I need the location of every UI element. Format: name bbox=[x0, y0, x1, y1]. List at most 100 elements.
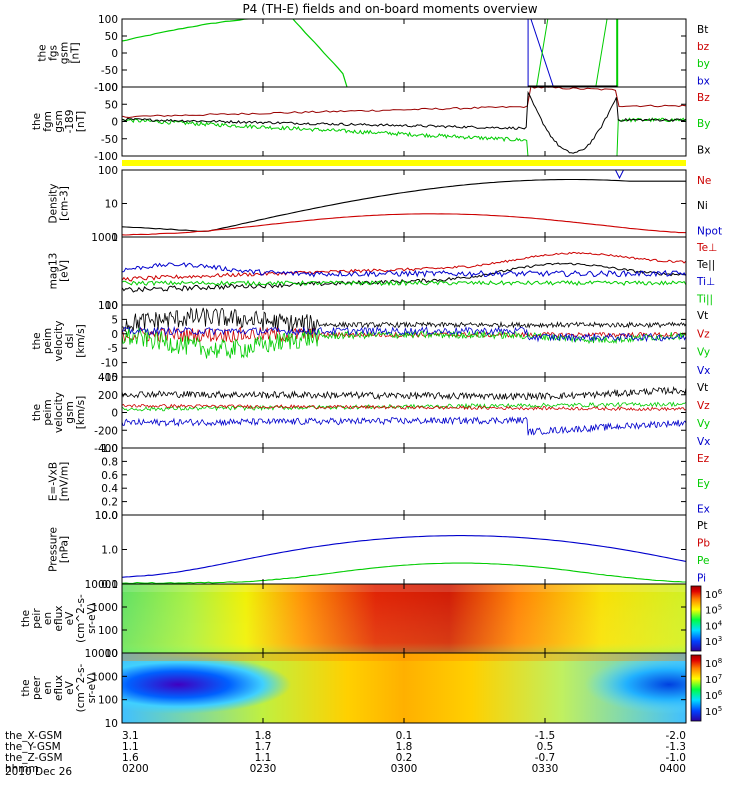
plot-area-pressure bbox=[122, 535, 686, 584]
legend-vel_gsm: Vx bbox=[697, 436, 710, 448]
ylabel-vel_gsm: peim bbox=[42, 399, 54, 425]
legend-fgs: Bt bbox=[697, 24, 708, 36]
ytick-pressure: 0.1 bbox=[101, 579, 118, 591]
ylabel-vel_gsm: the bbox=[31, 404, 43, 421]
colorbar-tick: 108 bbox=[705, 657, 722, 670]
ephemeris-value: 1.8 bbox=[396, 741, 413, 753]
legend-fgs: by bbox=[697, 58, 710, 70]
xtick-label: 0200 bbox=[122, 763, 149, 775]
legend-fgm: Bz bbox=[697, 92, 710, 104]
panel-el_spec: 10000 1000 100 10 the peer en eflux eV (cm^2-s-sr… bbox=[20, 648, 723, 730]
ylabel-ion_spec: the bbox=[20, 610, 32, 627]
ephemeris-value: -2.0 bbox=[666, 730, 687, 742]
colorbar-tick: 106 bbox=[705, 689, 723, 702]
ytick-el_spec: 10 bbox=[105, 718, 118, 730]
ylabel-fgm: fgm bbox=[42, 111, 54, 132]
xaxis-unit: hhmm bbox=[5, 763, 39, 775]
ylabel-pressure: [nPa] bbox=[59, 536, 71, 563]
legend-temp: Ti|| bbox=[696, 293, 713, 305]
ephemeris-name: the_Y-GSM bbox=[5, 741, 61, 753]
plot-area-vel_gsm bbox=[122, 386, 686, 436]
ytick-vel_gsm: -200 bbox=[94, 425, 118, 437]
panel-fgs: 100 50 0 -50 -100 the fgs gsm [nT] Bt bz by bx bbox=[37, 14, 710, 94]
ytick-fgs: 50 bbox=[105, 31, 118, 43]
ylabel-fgm: [nT] bbox=[75, 111, 87, 132]
colorbar-tick: 104 bbox=[705, 619, 723, 632]
ylabel-fgm: the bbox=[31, 113, 43, 130]
ylabel-fgm: -189 bbox=[64, 110, 76, 134]
series-vt bbox=[122, 306, 686, 334]
series-npot bbox=[615, 169, 624, 180]
series-ni bbox=[122, 178, 686, 232]
colorbar-tick: 106 bbox=[705, 588, 723, 601]
ytick-vel_gsm: 0 bbox=[111, 408, 118, 420]
ytick-density: 10 bbox=[105, 199, 118, 211]
legend-vel_dsl: Vx bbox=[697, 365, 710, 377]
mode-bar bbox=[122, 160, 686, 166]
legend-pressure: Pb bbox=[697, 537, 710, 549]
xtick-label: 0400 bbox=[659, 763, 686, 775]
ephemeris-value: 1.1 bbox=[122, 741, 139, 753]
ytick-fgm: -100 bbox=[94, 151, 118, 163]
ylabel-fgs: fgs bbox=[48, 45, 60, 61]
ytick-fgs: -100 bbox=[94, 82, 118, 94]
ylabel-ion_spec: (cm^2-s- bbox=[75, 594, 87, 643]
ytick-pressure: 10.0 bbox=[95, 510, 118, 522]
series-vz bbox=[122, 403, 686, 412]
ytick-vel_gsm: 200 bbox=[98, 390, 118, 402]
ytick-efield: 1.0 bbox=[101, 443, 118, 455]
legend-pressure: Pe bbox=[697, 555, 709, 567]
legend-fgm: By bbox=[697, 118, 710, 130]
ytick-vel_gsm: 400 bbox=[98, 372, 118, 384]
ytick-density: 1 bbox=[111, 232, 118, 244]
ylabel-el_spec: en bbox=[42, 681, 54, 694]
date-label: 2010 Dec 26 bbox=[5, 766, 72, 778]
ytick-fgs: -50 bbox=[101, 65, 118, 77]
ytick-fgm: 0 bbox=[111, 117, 118, 129]
plot-area-el_spec bbox=[122, 653, 686, 723]
spectrogram-ion-shade bbox=[122, 584, 686, 653]
legend-density: Npot bbox=[697, 225, 722, 237]
ylabel-fgm: gsm bbox=[53, 110, 65, 132]
ytick-fgm: 50 bbox=[105, 99, 118, 111]
plot-area-fgs bbox=[122, 19, 619, 87]
legend-vel_gsm: Vy bbox=[697, 418, 710, 430]
ephemeris-value: 0.2 bbox=[396, 752, 413, 764]
colorbar-tick: 105 bbox=[705, 705, 722, 718]
colorbar-tick: 105 bbox=[705, 604, 722, 617]
legend-fgs: bx bbox=[697, 75, 710, 87]
ytick-vel_gsm: -400 bbox=[94, 443, 118, 455]
ephemeris-value: 1.7 bbox=[255, 741, 272, 753]
legend-temp: Ti⊥ bbox=[696, 276, 715, 288]
ytick-ion_spec: 100 bbox=[98, 625, 118, 637]
legend-temp: Te⊥ bbox=[696, 242, 717, 254]
ylabel-vel_dsl: peim bbox=[42, 328, 54, 354]
series-by bbox=[595, 19, 608, 87]
legend-density: Ni bbox=[697, 200, 708, 212]
colorbar-tick: 103 bbox=[705, 635, 722, 648]
ytick-efield: 0.4 bbox=[101, 483, 118, 495]
series-by bbox=[536, 19, 549, 87]
plot-area-vel_dsl bbox=[122, 306, 686, 359]
panel-frame bbox=[121, 376, 687, 449]
ytick-ion_spec: 1000 bbox=[91, 602, 118, 614]
series-ne bbox=[122, 213, 686, 236]
ephemeris-value: -1.3 bbox=[666, 741, 687, 753]
panel-vel_gsm: 400 200 0 -200 -400 the peim velocity gsm [km/s] V… bbox=[31, 372, 710, 455]
series-ti-par bbox=[122, 279, 686, 287]
ylabel-pressure: Pressure bbox=[48, 527, 60, 572]
ylabel-el_spec: the bbox=[20, 679, 32, 696]
plot-area-fgm bbox=[122, 87, 686, 156]
legend-vel_gsm: Vt bbox=[697, 382, 708, 394]
series-vy bbox=[122, 401, 686, 412]
ylabel-el_spec: sr-eV) bbox=[86, 673, 98, 704]
series-pi bbox=[122, 535, 686, 578]
ytick-vel_dsl: 0 bbox=[111, 329, 118, 341]
xtick-label: 0300 bbox=[391, 763, 418, 775]
legend-temp: Te|| bbox=[696, 259, 715, 271]
ylabel-vel_dsl: the bbox=[31, 332, 43, 349]
ylabel-ion_spec: eflux bbox=[53, 606, 65, 632]
ytick-vel_dsl: -5 bbox=[108, 343, 118, 355]
